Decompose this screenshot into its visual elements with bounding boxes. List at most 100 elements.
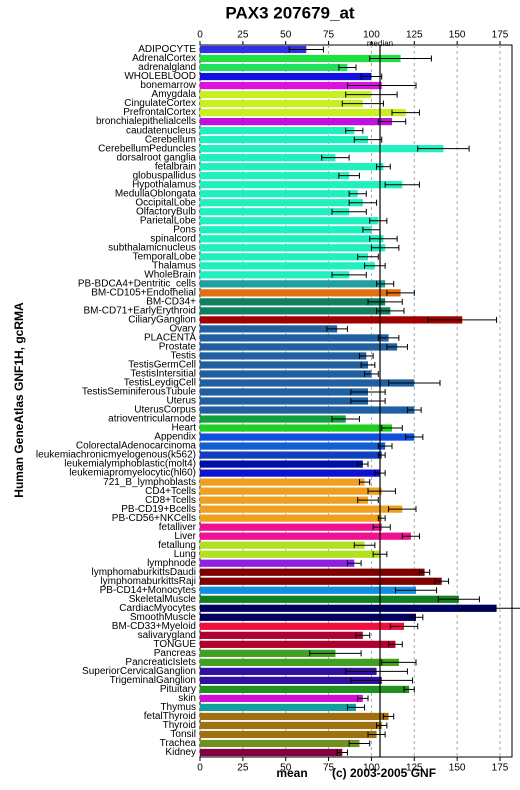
y-tick-label: BM-CD34+ [146, 297, 196, 308]
bar [200, 208, 350, 216]
y-tick-label: 721_B_lymphoblasts [103, 477, 196, 488]
bar [200, 451, 382, 459]
y-tick-label: leukemialymphoblastic(molt4) [64, 459, 196, 470]
bar [200, 370, 372, 378]
y-tick-label: Kidney [165, 747, 196, 758]
y-tick-label: fetalThyroid [144, 711, 196, 722]
median-label: median [367, 39, 393, 48]
y-tick-label: PrefrontalCortex [123, 107, 196, 118]
y-tick-label: TemporalLobe [133, 251, 197, 262]
y-tick-label: bronchialepithelialcells [96, 116, 196, 127]
y-tick-label: atrioventricularnode [108, 414, 196, 425]
bar [200, 424, 392, 432]
bar [200, 577, 442, 585]
y-tick-label: CingulateCortex [124, 98, 196, 109]
bar [200, 334, 389, 342]
bar [200, 460, 363, 468]
bar [200, 379, 415, 387]
y-tick-label: UterusCorpus [134, 405, 196, 416]
bar [200, 271, 350, 279]
bar [200, 262, 375, 270]
y-axis-label: Human GeneAtlas GNF1H, gcRMA [12, 302, 26, 498]
y-tick-label: Lung [174, 549, 196, 560]
bar [200, 559, 355, 567]
x-tick-label: 50 [280, 30, 292, 41]
bar [200, 145, 444, 153]
chart-title: PAX3 207679_at [225, 3, 355, 22]
y-tick-label: WHOLEBLOOD [124, 71, 196, 82]
x-tick-label: 0 [197, 30, 203, 41]
y-tick-label: BM-CD33+Myeloid [112, 621, 196, 632]
x-tick-label: 25 [237, 30, 249, 41]
bar [200, 172, 350, 180]
y-tick-label: SkeletalMuscle [129, 594, 197, 605]
bar [200, 99, 363, 108]
bar [200, 586, 416, 594]
y-tick-label: leukemiapromyelocytic(hl60) [69, 468, 196, 479]
y-tick-label: ColorectalAdenocarcinoma [76, 441, 197, 452]
bar [200, 523, 382, 531]
bar [200, 190, 358, 198]
bar [200, 154, 336, 162]
y-tick-label: Tonsil [170, 729, 196, 740]
bar [200, 81, 382, 90]
bar [200, 118, 392, 126]
bar [200, 54, 401, 63]
y-tick-label: Hypothalamus [132, 179, 196, 190]
y-tick-label: MedullaOblongata [115, 188, 197, 199]
y-tick-label: TrigeminalGanglion [110, 675, 196, 686]
bar [200, 595, 459, 603]
bar [200, 217, 379, 225]
bar [200, 406, 415, 414]
y-tick-label: Thalamus [152, 260, 196, 271]
bar [200, 108, 406, 117]
y-tick-label: CD8+Tcells [145, 495, 196, 506]
y-tick-label: lymphomaburkittsDaudi [92, 567, 197, 578]
bar [200, 90, 372, 99]
bar [200, 541, 365, 549]
y-tick-label: Cerebellum [145, 134, 196, 145]
bar [200, 433, 415, 441]
bar [200, 72, 372, 81]
y-tick-label: Uterus [167, 396, 196, 407]
y-tick-label: fetallung [158, 540, 196, 551]
y-tick-label: BM-CD71+EarlyErythroid [83, 306, 196, 317]
y-tick-label: CardiacMyocytes [119, 603, 196, 614]
x-tick-label: 150 [449, 763, 466, 774]
x-tick-label: 175 [492, 763, 509, 774]
bar [200, 415, 346, 423]
bar [200, 226, 372, 234]
y-tick-label: Heart [172, 423, 197, 434]
y-tick-label: OlfactoryBulb [136, 206, 196, 217]
y-tick-label: Pancreas [154, 648, 196, 659]
y-tick-label: globuspallidus [133, 170, 196, 181]
bar [200, 235, 384, 243]
y-tick-label: caudatenucleus [126, 125, 196, 136]
y-tick-label: BM-CD105+Endothelial [91, 287, 196, 298]
x-tick-label: 100 [363, 763, 380, 774]
y-tick-label: CerebellumPeduncles [98, 143, 196, 154]
y-tick-label: AdrenalCortex [132, 53, 196, 64]
y-tick-label: Ovary [169, 324, 196, 335]
bar [200, 748, 343, 757]
bar [200, 604, 497, 612]
bar [200, 622, 404, 630]
y-tick-label: TestisLeydigCell [124, 378, 196, 389]
y-tick-label: lymphomaburkittsRaji [100, 576, 196, 587]
bar [200, 316, 463, 324]
y-tick-label: fetalbrain [155, 161, 196, 172]
bar [200, 127, 355, 135]
x-tick-label: 125 [406, 763, 423, 774]
bar [200, 631, 363, 639]
y-tick-label: TONGUE [153, 639, 196, 650]
bar [200, 478, 365, 486]
y-tick-label: SuperiorCervicalGanglion [82, 666, 196, 677]
bar [200, 649, 336, 657]
x-tick-label: 100 [363, 30, 380, 41]
y-tick-label: Pituitary [160, 684, 196, 695]
bar [200, 550, 380, 558]
bar [200, 63, 348, 72]
y-tick-label: bonemarrow [140, 80, 196, 91]
bar [200, 694, 363, 703]
